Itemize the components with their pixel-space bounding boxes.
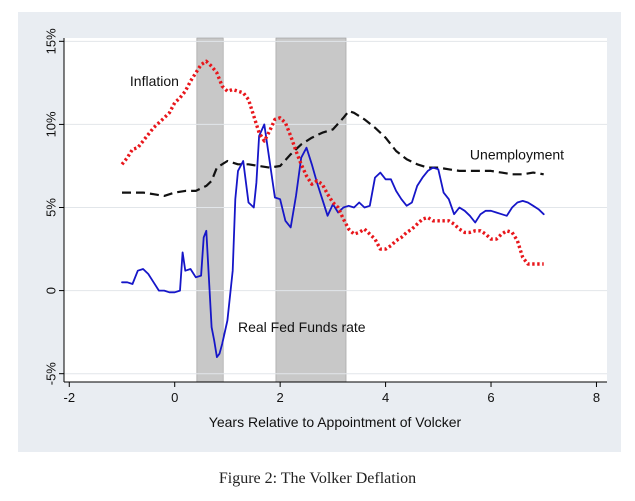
grid [64,40,607,375]
y-tick-label-4: 15% [43,28,58,54]
axes [63,38,607,383]
series-lines [120,59,545,359]
figure-caption: Figure 2: The Volker Deflation [218,470,417,487]
x-tick-label-4: 6 [487,390,494,405]
shaded-region-1 [196,37,224,383]
series-label-real-fed-funds-rate: Real Fed Funds rate [238,319,366,335]
y-tick-label-2: 5% [43,198,58,217]
series-line-inflation [120,59,544,266]
shaded-region-2 [275,37,347,383]
x-tick-label-1: 0 [171,390,178,405]
x-tick-label-0: -2 [63,390,75,405]
series-labels: Inflation Unemployment Real Fed Funds rate [130,73,564,335]
series-label-unemployment: Unemployment [470,146,564,162]
series-line-unemployment [122,109,544,197]
ticks: -2 0 2 4 6 8 -5% 0 5% 10% 15% [43,28,600,405]
x-tick-label-2: 2 [277,390,284,405]
series-label-inflation: Inflation [130,73,179,89]
y-tick-label-1: 0 [43,287,58,294]
y-tick-label-0: -5% [43,362,58,386]
x-tick-label-3: 4 [382,390,389,405]
x-tick-label-5: 8 [593,390,600,405]
x-axis-label: Years Relative to Appointment of Volcker [209,414,462,430]
y-tick-label-3: 10% [43,111,58,137]
shaded-regions [196,37,347,383]
